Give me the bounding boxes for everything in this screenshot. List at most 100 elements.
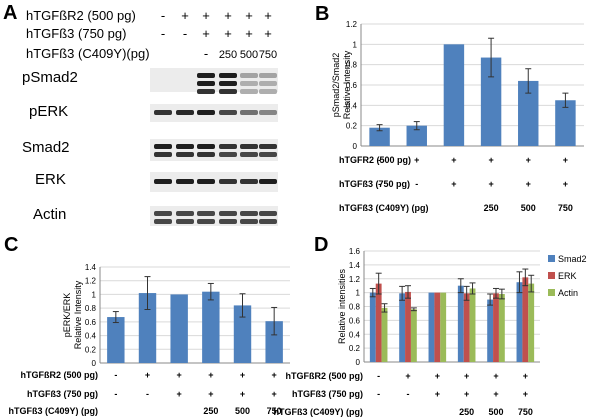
panel-c-letter: C [4,234,18,256]
blot-band [154,219,172,224]
panel-a-symbol: - [183,26,187,41]
condition-symbol: - [377,371,380,381]
bar [405,291,411,362]
bar [375,283,382,362]
panel-a-row-label-3: hTGFß3 (C409Y)(pg) [26,46,150,61]
legend-swatch [548,272,555,279]
condition-row-label: hTGFßR2 (500 pg) [285,371,363,381]
blot-label-actin: Actin [33,206,66,223]
condition-symbol: + [464,371,469,381]
blot-band [259,110,277,115]
blot-band [197,211,215,216]
bar [522,277,529,362]
condition-symbol: 750 [267,406,282,416]
blot-band [259,211,277,216]
bar [528,283,535,362]
y-tick-label: 0.4 [346,101,358,110]
blot-band [197,152,215,157]
condition-row-label: hTGFß3 (750 pg) [292,389,363,399]
y-tick-label: 0.8 [349,303,361,312]
blot-band [240,144,258,149]
y-tick-label: 0 [92,359,97,368]
panel-b-letter: B [315,3,329,25]
panel-a-row-label-1: hTGFßR2 (500 pg) [26,8,136,23]
condition-symbol: + [208,389,213,399]
condition-symbol: 250 [484,203,499,213]
bar [555,100,576,146]
bar [265,321,283,363]
panel-a-symbol: + [264,26,272,41]
blot-band [154,152,172,157]
y-tick-label: 0.8 [346,61,358,70]
y-tick-label: 1 [356,289,361,298]
condition-symbol: 500 [521,203,536,213]
bar [107,317,125,363]
panel-a-letter: A [3,2,17,24]
y-tick-label: 1.2 [349,275,361,284]
blot-band [219,89,237,94]
condition-symbol: - [146,389,149,399]
y-tick-label: 1.2 [85,277,97,286]
blot-band [219,144,237,149]
panel-a-symbol: + [224,26,232,41]
condition-row-label: hTGFß3 (750 pg) [27,389,98,399]
condition-symbol: 250 [459,407,474,417]
condition-row-label: hTGFR2 (500 pg) [339,155,411,165]
bar [170,294,188,363]
bar [440,292,447,362]
bar [434,292,441,362]
y-tick-label: 1.6 [349,247,361,256]
y-tick-label: 0.6 [349,316,361,325]
bar [406,125,427,146]
bar [381,307,388,362]
blot-label-psmad2: pSmad2 [22,69,78,86]
bar [428,292,435,362]
bar [410,309,417,362]
y-axis-label: Relative intensities [337,268,347,344]
condition-symbol: + [493,389,498,399]
condition-row-label: hTGFß3 (C409Y) (pg) [9,406,99,416]
blot-band [176,110,194,115]
y-tick-label: 0.4 [349,330,361,339]
condition-symbol: + [145,370,150,380]
condition-row-label: hTGFß3 (C409Y) (pg) [274,407,364,417]
blot-band [197,219,215,224]
blot-band [219,152,237,157]
legend-label: Smad2 [558,254,587,264]
y-tick-label: 0.2 [349,344,361,353]
blot-band [240,73,258,78]
bar [498,294,505,362]
bar [516,282,523,362]
blot-band [176,211,194,216]
panel-a-symbol: + [202,8,210,23]
panel-b-chart: 0 0.2 0.4 0.6 0.8 1 1.2 pSmad2/Smad2 Relative In… [331,20,584,213]
blot-band [240,89,258,94]
bar [487,299,494,362]
condition-symbol: 750 [518,407,533,417]
panel-a-symbol: + [224,8,232,23]
blot-band [259,219,277,224]
panel-a-symbol: + [264,8,272,23]
blot-band [259,73,277,78]
y-tick-label: 0.2 [85,345,97,354]
panel-a-symbol: + [181,8,189,23]
condition-symbol: - [378,179,381,189]
condition-row-label: hTGFßR2 (500 pg) [20,370,98,380]
condition-symbol: + [451,155,456,165]
blot-band [154,179,172,184]
bar [138,293,157,363]
blot-band [240,152,258,157]
blot-band [197,89,215,94]
blot-band [197,73,215,78]
condition-symbol: + [523,371,528,381]
condition-symbol: + [177,389,182,399]
bar [443,44,465,147]
condition-symbol: + [488,155,493,165]
y-tick-label: 1.4 [349,261,361,270]
condition-symbol: + [451,179,456,189]
y-tick-label: 0 [356,358,361,367]
bar [493,293,499,362]
condition-symbol: - [415,179,418,189]
panel-a-symbol: 250 [219,49,237,61]
condition-symbol: 750 [558,203,573,213]
